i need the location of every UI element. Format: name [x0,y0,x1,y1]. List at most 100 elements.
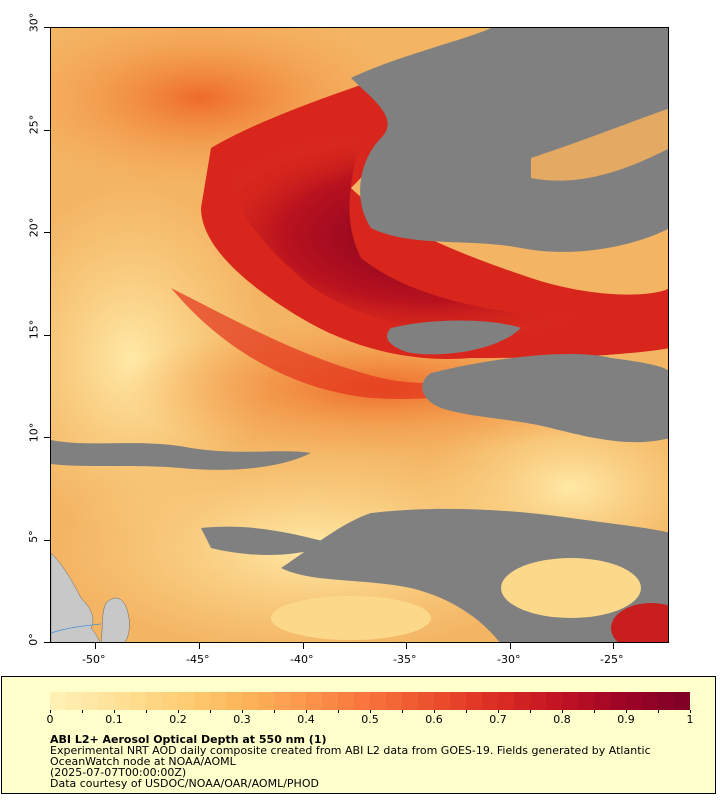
land-marajo [100,597,130,642]
lon-tick [303,643,304,649]
legend-panel: ABI L2+ Aerosol Optical Depth at 550 nm … [1,676,716,794]
colorbar-swatch [306,692,322,710]
colorbar-swatch [498,692,514,710]
colorbar-minor-tick [594,710,595,713]
colorbar-minor-tick [50,710,51,713]
colorbar-swatch [130,692,146,710]
map-plot-area [50,27,669,643]
no-data-region-equatorial-west [51,440,311,470]
lat-label-15: 15° [27,319,41,340]
lat-label-5: 5° [26,530,40,543]
colorbar-swatch [626,692,642,710]
lon-tick [199,643,200,649]
colorbar-swatch [514,692,530,710]
colorbar-swatch [594,692,610,710]
lat-label-0: 0° [26,633,40,646]
colorbar-minor-tick [274,710,275,713]
colorbar-minor-tick [146,710,147,713]
lat-tick [44,437,50,438]
colorbar-swatch [210,692,226,710]
lat-tick [44,540,50,541]
colorbar-swatch [658,692,674,710]
lon-tick [95,643,96,649]
legend-date: (2025-07-07T00:00:00Z) [50,766,187,779]
colorbar-minor-tick [82,710,83,713]
land-south-america [51,552,101,642]
colorbar-minor-tick [562,710,563,713]
legend-description-line-2: OceanWatch node at NOAA/AOML [50,755,236,768]
no-data-region-east [422,353,668,443]
legend-title: ABI L2+ Aerosol Optical Depth at 550 nm … [50,733,327,746]
colorbar-swatch [370,692,386,710]
colorbar-swatch [322,692,338,710]
colorbar-swatch [418,692,434,710]
colorbar-swatch [162,692,178,710]
colorbar-swatch [386,692,402,710]
colorbar-swatch [274,692,290,710]
colorbar-swatch [194,692,210,710]
colorbar-swatch [146,692,162,710]
colorbar-swatch [674,692,690,710]
colorbar-minor-tick [626,710,627,713]
colorbar-swatch [354,692,370,710]
lat-label-10: 10° [27,422,41,443]
colorbar-minor-tick [210,710,211,713]
lat-tick [44,642,50,643]
colorbar-minor-tick [434,710,435,713]
river-amazon [51,623,102,634]
lon-label-45w: -45° [186,653,210,666]
lon-label-50w: -50° [82,653,106,666]
colorbar-minor-tick [114,710,115,713]
no-data-region-north [351,28,668,252]
lat-label-30: 30° [27,12,41,33]
colorbar-tick-label: 0.9 [617,713,635,726]
colorbar-tick-label: 0.6 [425,713,443,726]
lon-tick [613,643,614,649]
colorbar-swatch [642,692,658,710]
colorbar-minor-tick [242,710,243,713]
lon-label-25w: -25° [600,653,624,666]
aod-map [51,28,668,642]
colorbar-swatch [466,692,482,710]
colorbar-tick-label: 0.5 [361,713,379,726]
colorbar-tick-label: 0.7 [489,713,507,726]
colorbar-minor-tick [338,710,339,713]
lat-tick [44,27,50,28]
no-data-region-ne-streak [531,108,668,181]
colorbar-swatch [578,692,594,710]
lat-label-25: 25° [27,114,41,135]
aod-colorbar [50,692,690,710]
colorbar-swatch [434,692,450,710]
colorbar-swatch [178,692,194,710]
legend-credit: Data courtesy of USDOC/NOAA/OAR/AOML/PHO… [50,777,319,790]
colorbar-minor-tick [658,710,659,713]
legend-description-line-1: Experimental NRT AOD daily composite cre… [50,744,651,757]
colorbar-swatch [402,692,418,710]
colorbar-tick-label: 0.3 [233,713,251,726]
colorbar-tick-label: 1 [686,713,694,726]
colorbar-minor-tick [402,710,403,713]
colorbar-swatch [450,692,466,710]
colorbar-swatch [258,692,274,710]
colorbar-swatch [82,692,98,710]
lon-label-40w: -40° [290,653,314,666]
colorbar-swatch [242,692,258,710]
colorbar-swatch [562,692,578,710]
colorbar-tick-label: 0.8 [553,713,571,726]
colorbar-swatch [338,692,354,710]
colorbar-minor-tick [530,710,531,713]
lon-label-30w: -30° [497,653,521,666]
lon-tick [406,643,407,649]
colorbar-swatch [66,692,82,710]
colorbar-minor-tick [498,710,499,713]
colorbar-minor-tick [370,710,371,713]
colorbar-swatch [114,692,130,710]
colorbar-swatch [546,692,562,710]
aod-plume-fringe [171,288,571,399]
colorbar-minor-tick [466,710,467,713]
aod-pale-patch-2 [271,596,431,640]
aod-max-plume-core [231,134,668,337]
lat-label-20: 20° [27,217,41,238]
no-data-region-southwest [201,526,331,555]
colorbar-swatch [290,692,306,710]
